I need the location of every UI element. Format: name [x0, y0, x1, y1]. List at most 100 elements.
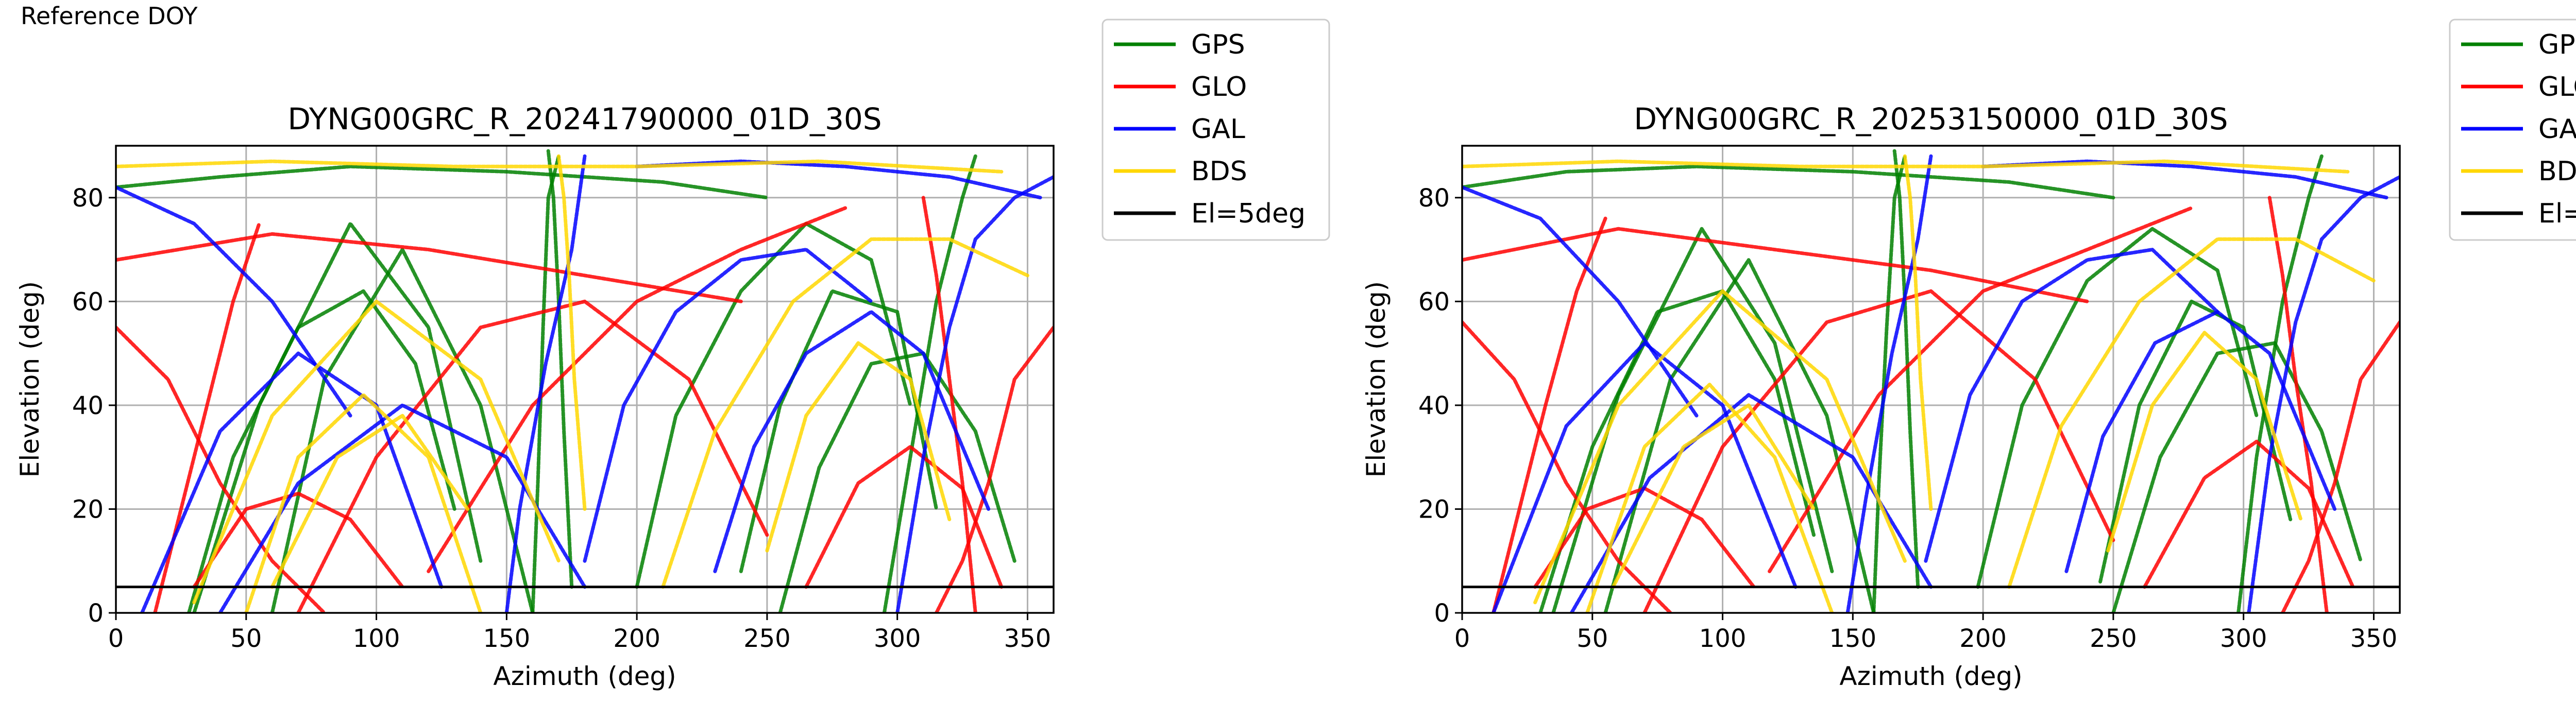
legend-label: BDS: [2538, 156, 2576, 187]
track-glo: [116, 325, 326, 613]
track-glo: [192, 491, 404, 589]
legend-label: GPS: [2538, 29, 2576, 60]
legend-label: BDS: [1191, 156, 1247, 187]
track-gps: [1538, 289, 1816, 613]
chart-panel-2: 0 50 100 150 200 250 300 350 0 20 40 60 80 DYNG00GRC_…: [1361, 19, 2576, 691]
legend-label: GLO: [1191, 72, 1247, 102]
track-bds: [2106, 331, 2303, 553]
track-bds: [1462, 159, 2350, 174]
y-tick-label: 20: [72, 495, 104, 524]
track-gal: [2247, 175, 2400, 613]
track-bds: [661, 237, 1029, 589]
track-gal: [1981, 159, 2389, 200]
x-tick-label: 100: [353, 624, 400, 653]
track-glo: [921, 196, 977, 613]
track-gal: [504, 154, 587, 613]
track-gal: [1462, 185, 1699, 418]
satellite-tracks: [1462, 149, 2400, 613]
x-tick-label: 150: [1829, 624, 1877, 653]
x-tick-label: 50: [230, 624, 262, 653]
grid-lines: [115, 146, 1054, 614]
x-tick-label: 200: [613, 624, 660, 653]
y-tick-label: 20: [1418, 495, 1450, 524]
y-axis-label: Elevation (deg): [1361, 281, 1391, 477]
track-gal: [2064, 310, 2337, 573]
track-bds: [270, 414, 469, 589]
y-tick-label: 0: [1434, 599, 1450, 628]
track-gal: [116, 185, 352, 418]
track-gps: [187, 289, 456, 613]
track-glo: [116, 232, 743, 303]
y-tick-label: 0: [88, 599, 104, 628]
track-gps: [2111, 341, 2363, 613]
track-glo: [1533, 486, 1756, 589]
legend-label: GAL: [1191, 114, 1245, 145]
track-gal: [1845, 154, 1933, 613]
track-glo: [935, 325, 1054, 613]
series-glo: [116, 196, 1054, 613]
legend: GPS GLO GAL BDS El=5deg: [1101, 19, 1330, 241]
track-bds: [556, 154, 587, 511]
track-gps: [116, 164, 769, 200]
track-bds: [2007, 237, 2376, 589]
chart-panel-1: 0 50 100 150 200 250 300 350 0 20 40 60 80 DYNG00GRC_…: [15, 19, 1330, 691]
series-gal: [1462, 154, 2400, 613]
track-bds: [1903, 154, 1933, 511]
track-bds: [192, 299, 561, 605]
track-glo: [1462, 320, 1672, 613]
legend-label: El=5deg: [2538, 198, 2576, 229]
x-tick-label: 250: [743, 624, 791, 653]
track-gal: [635, 159, 1043, 200]
series-gps: [1462, 149, 2363, 613]
legend: GPS GLO GAL BDS El=5deg: [2449, 19, 2576, 241]
track-gps: [1551, 227, 1834, 613]
track-gal: [583, 248, 873, 563]
track-gps: [192, 221, 483, 613]
track-glo: [427, 206, 848, 573]
series-glo: [1462, 196, 2400, 613]
track-glo: [2281, 320, 2400, 613]
plot-frame: [1461, 145, 2401, 614]
chart-title: DYNG00GRC_R_20253150000_01D_30S: [1634, 101, 2228, 136]
satellite-tracks: [116, 149, 1054, 613]
x-tick-label: 350: [2350, 624, 2398, 653]
track-gal: [1924, 248, 2219, 563]
track-glo: [1642, 289, 2115, 613]
series-bds: [1462, 154, 2376, 613]
track-gps: [635, 221, 912, 589]
legend-label: GPS: [1191, 29, 1245, 60]
plot-frame: [115, 145, 1055, 614]
y-tick-label: 40: [72, 391, 104, 420]
x-tick-label: 0: [108, 624, 124, 653]
x-axis-label: Azimuth (deg): [1839, 661, 2022, 691]
track-glo: [1462, 227, 2089, 303]
track-gal: [713, 310, 991, 573]
track-gps: [1462, 164, 2115, 200]
track-bds: [1585, 383, 1834, 613]
track-bds: [116, 159, 1004, 174]
x-tick-label: 0: [1454, 624, 1470, 653]
track-bds: [1611, 403, 1816, 589]
x-tick-label: 250: [2090, 624, 2137, 653]
legend-label: GAL: [2538, 114, 2576, 145]
track-bds: [1533, 289, 1907, 605]
x-tick-label: 50: [1577, 624, 1608, 653]
track-gps: [2236, 154, 2324, 613]
track-gps: [882, 154, 977, 613]
track-gal: [1492, 341, 1798, 613]
series-bds: [116, 154, 1029, 613]
x-axis-label: Azimuth (deg): [493, 661, 676, 691]
y-tick-label: 80: [72, 184, 104, 213]
y-axis-label: Elevation (deg): [15, 281, 45, 477]
track-gps: [778, 351, 1016, 613]
track-glo: [1768, 206, 2194, 573]
series-gps: [116, 149, 1016, 613]
legend-label: El=5deg: [1191, 198, 1306, 229]
track-bds: [765, 341, 952, 553]
x-tick-label: 150: [483, 624, 531, 653]
x-tick-label: 100: [1699, 624, 1747, 653]
x-tick-label: 300: [2220, 624, 2267, 653]
track-gal: [140, 351, 444, 613]
x-tick-label: 300: [874, 624, 921, 653]
